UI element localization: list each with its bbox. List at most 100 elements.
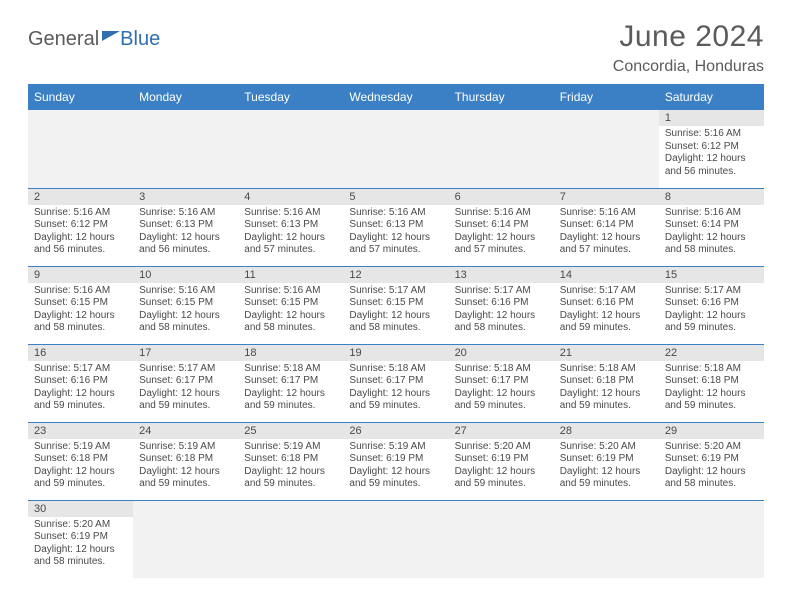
day-body: Sunrise: 5:17 AMSunset: 6:16 PMDaylight:… xyxy=(28,361,133,417)
sunrise-line: Sunrise: 5:17 AM xyxy=(34,363,127,376)
sunset-line: Sunset: 6:12 PM xyxy=(665,141,758,154)
brand-part1: General xyxy=(28,28,99,51)
day-body: Sunrise: 5:20 AMSunset: 6:19 PMDaylight:… xyxy=(449,439,554,495)
day-number: 18 xyxy=(238,345,343,361)
sunrise-line: Sunrise: 5:18 AM xyxy=(455,363,548,376)
calendar-cell: 9Sunrise: 5:16 AMSunset: 6:15 PMDaylight… xyxy=(28,266,133,344)
sunrise-line: Sunrise: 5:20 AM xyxy=(560,441,653,454)
calendar-cell: 25Sunrise: 5:19 AMSunset: 6:18 PMDayligh… xyxy=(238,422,343,500)
sunset-line: Sunset: 6:19 PM xyxy=(349,453,442,466)
day-number: 29 xyxy=(659,423,764,439)
sunrise-line: Sunrise: 5:16 AM xyxy=(139,207,232,220)
sunrise-line: Sunrise: 5:20 AM xyxy=(34,519,127,532)
day-body: Sunrise: 5:16 AMSunset: 6:12 PMDaylight:… xyxy=(659,126,764,182)
daylight-line-1: Daylight: 12 hours xyxy=(139,388,232,401)
sunset-line: Sunset: 6:15 PM xyxy=(349,297,442,310)
sunset-line: Sunset: 6:14 PM xyxy=(665,219,758,232)
daylight-line-2: and 59 minutes. xyxy=(560,322,653,335)
sunrise-line: Sunrise: 5:19 AM xyxy=(34,441,127,454)
daylight-line-2: and 59 minutes. xyxy=(349,400,442,413)
day-body: Sunrise: 5:17 AMSunset: 6:16 PMDaylight:… xyxy=(659,283,764,339)
day-number: 8 xyxy=(659,189,764,205)
dayname-tue: Tuesday xyxy=(238,84,343,110)
sunset-line: Sunset: 6:18 PM xyxy=(34,453,127,466)
calendar-cell: 23Sunrise: 5:19 AMSunset: 6:18 PMDayligh… xyxy=(28,422,133,500)
daylight-line-1: Daylight: 12 hours xyxy=(665,388,758,401)
day-body: Sunrise: 5:16 AMSunset: 6:15 PMDaylight:… xyxy=(28,283,133,339)
daylight-line-2: and 57 minutes. xyxy=(560,244,653,257)
day-number: 25 xyxy=(238,423,343,439)
day-body: Sunrise: 5:20 AMSunset: 6:19 PMDaylight:… xyxy=(554,439,659,495)
day-body: Sunrise: 5:16 AMSunset: 6:14 PMDaylight:… xyxy=(554,205,659,261)
daylight-line-1: Daylight: 12 hours xyxy=(244,466,337,479)
sunrise-line: Sunrise: 5:19 AM xyxy=(244,441,337,454)
day-number: 7 xyxy=(554,189,659,205)
daylight-line-1: Daylight: 12 hours xyxy=(455,388,548,401)
daylight-line-1: Daylight: 12 hours xyxy=(560,466,653,479)
daylight-line-1: Daylight: 12 hours xyxy=(349,310,442,323)
day-number: 16 xyxy=(28,345,133,361)
daylight-line-2: and 58 minutes. xyxy=(139,322,232,335)
daylight-line-1: Daylight: 12 hours xyxy=(560,310,653,323)
daylight-line-1: Daylight: 12 hours xyxy=(665,466,758,479)
calendar-cell: 19Sunrise: 5:18 AMSunset: 6:17 PMDayligh… xyxy=(343,344,448,422)
calendar-week: 16Sunrise: 5:17 AMSunset: 6:16 PMDayligh… xyxy=(28,344,764,422)
day-body: Sunrise: 5:16 AMSunset: 6:12 PMDaylight:… xyxy=(28,205,133,261)
sunrise-line: Sunrise: 5:18 AM xyxy=(244,363,337,376)
daylight-line-2: and 59 minutes. xyxy=(349,478,442,491)
daylight-line-1: Daylight: 12 hours xyxy=(139,310,232,323)
daylight-line-1: Daylight: 12 hours xyxy=(455,466,548,479)
sunset-line: Sunset: 6:16 PM xyxy=(560,297,653,310)
day-body: Sunrise: 5:17 AMSunset: 6:16 PMDaylight:… xyxy=(554,283,659,339)
daylight-line-1: Daylight: 12 hours xyxy=(34,310,127,323)
sunrise-line: Sunrise: 5:16 AM xyxy=(244,207,337,220)
dayname-wed: Wednesday xyxy=(343,84,448,110)
calendar-cell xyxy=(28,110,133,188)
day-number: 11 xyxy=(238,267,343,283)
calendar-week: 1Sunrise: 5:16 AMSunset: 6:12 PMDaylight… xyxy=(28,110,764,188)
calendar-cell: 5Sunrise: 5:16 AMSunset: 6:13 PMDaylight… xyxy=(343,188,448,266)
sunrise-line: Sunrise: 5:16 AM xyxy=(665,128,758,141)
sunset-line: Sunset: 6:14 PM xyxy=(560,219,653,232)
sunset-line: Sunset: 6:17 PM xyxy=(139,375,232,388)
daylight-line-1: Daylight: 12 hours xyxy=(139,466,232,479)
daylight-line-1: Daylight: 12 hours xyxy=(455,232,548,245)
calendar-cell: 15Sunrise: 5:17 AMSunset: 6:16 PMDayligh… xyxy=(659,266,764,344)
day-number: 23 xyxy=(28,423,133,439)
daylight-line-2: and 58 minutes. xyxy=(665,478,758,491)
day-body: Sunrise: 5:18 AMSunset: 6:17 PMDaylight:… xyxy=(238,361,343,417)
sunset-line: Sunset: 6:17 PM xyxy=(244,375,337,388)
day-number: 21 xyxy=(554,345,659,361)
calendar-cell: 10Sunrise: 5:16 AMSunset: 6:15 PMDayligh… xyxy=(133,266,238,344)
sunset-line: Sunset: 6:16 PM xyxy=(665,297,758,310)
brand-logo: General Blue xyxy=(28,28,160,51)
calendar-cell: 30Sunrise: 5:20 AMSunset: 6:19 PMDayligh… xyxy=(28,500,133,578)
sunset-line: Sunset: 6:19 PM xyxy=(34,531,127,544)
day-body: Sunrise: 5:17 AMSunset: 6:15 PMDaylight:… xyxy=(343,283,448,339)
day-number: 14 xyxy=(554,267,659,283)
header: General Blue June 2024 Concordia, Hondur… xyxy=(28,20,764,76)
sunrise-line: Sunrise: 5:16 AM xyxy=(34,285,127,298)
sunrise-line: Sunrise: 5:16 AM xyxy=(455,207,548,220)
day-body: Sunrise: 5:19 AMSunset: 6:19 PMDaylight:… xyxy=(343,439,448,495)
day-number: 20 xyxy=(449,345,554,361)
daylight-line-2: and 59 minutes. xyxy=(665,400,758,413)
day-body: Sunrise: 5:19 AMSunset: 6:18 PMDaylight:… xyxy=(28,439,133,495)
day-number: 10 xyxy=(133,267,238,283)
calendar-cell xyxy=(343,500,448,578)
daylight-line-1: Daylight: 12 hours xyxy=(665,232,758,245)
daylight-line-1: Daylight: 12 hours xyxy=(139,232,232,245)
sunset-line: Sunset: 6:19 PM xyxy=(560,453,653,466)
daylight-line-2: and 59 minutes. xyxy=(665,322,758,335)
calendar-cell xyxy=(238,110,343,188)
daylight-line-2: and 58 minutes. xyxy=(665,244,758,257)
day-body: Sunrise: 5:19 AMSunset: 6:18 PMDaylight:… xyxy=(133,439,238,495)
sunrise-line: Sunrise: 5:16 AM xyxy=(349,207,442,220)
daylight-line-2: and 56 minutes. xyxy=(34,244,127,257)
dayname-mon: Monday xyxy=(133,84,238,110)
calendar-cell: 29Sunrise: 5:20 AMSunset: 6:19 PMDayligh… xyxy=(659,422,764,500)
calendar-cell: 16Sunrise: 5:17 AMSunset: 6:16 PMDayligh… xyxy=(28,344,133,422)
calendar-cell xyxy=(554,110,659,188)
sunrise-line: Sunrise: 5:16 AM xyxy=(244,285,337,298)
dayname-sun: Sunday xyxy=(28,84,133,110)
